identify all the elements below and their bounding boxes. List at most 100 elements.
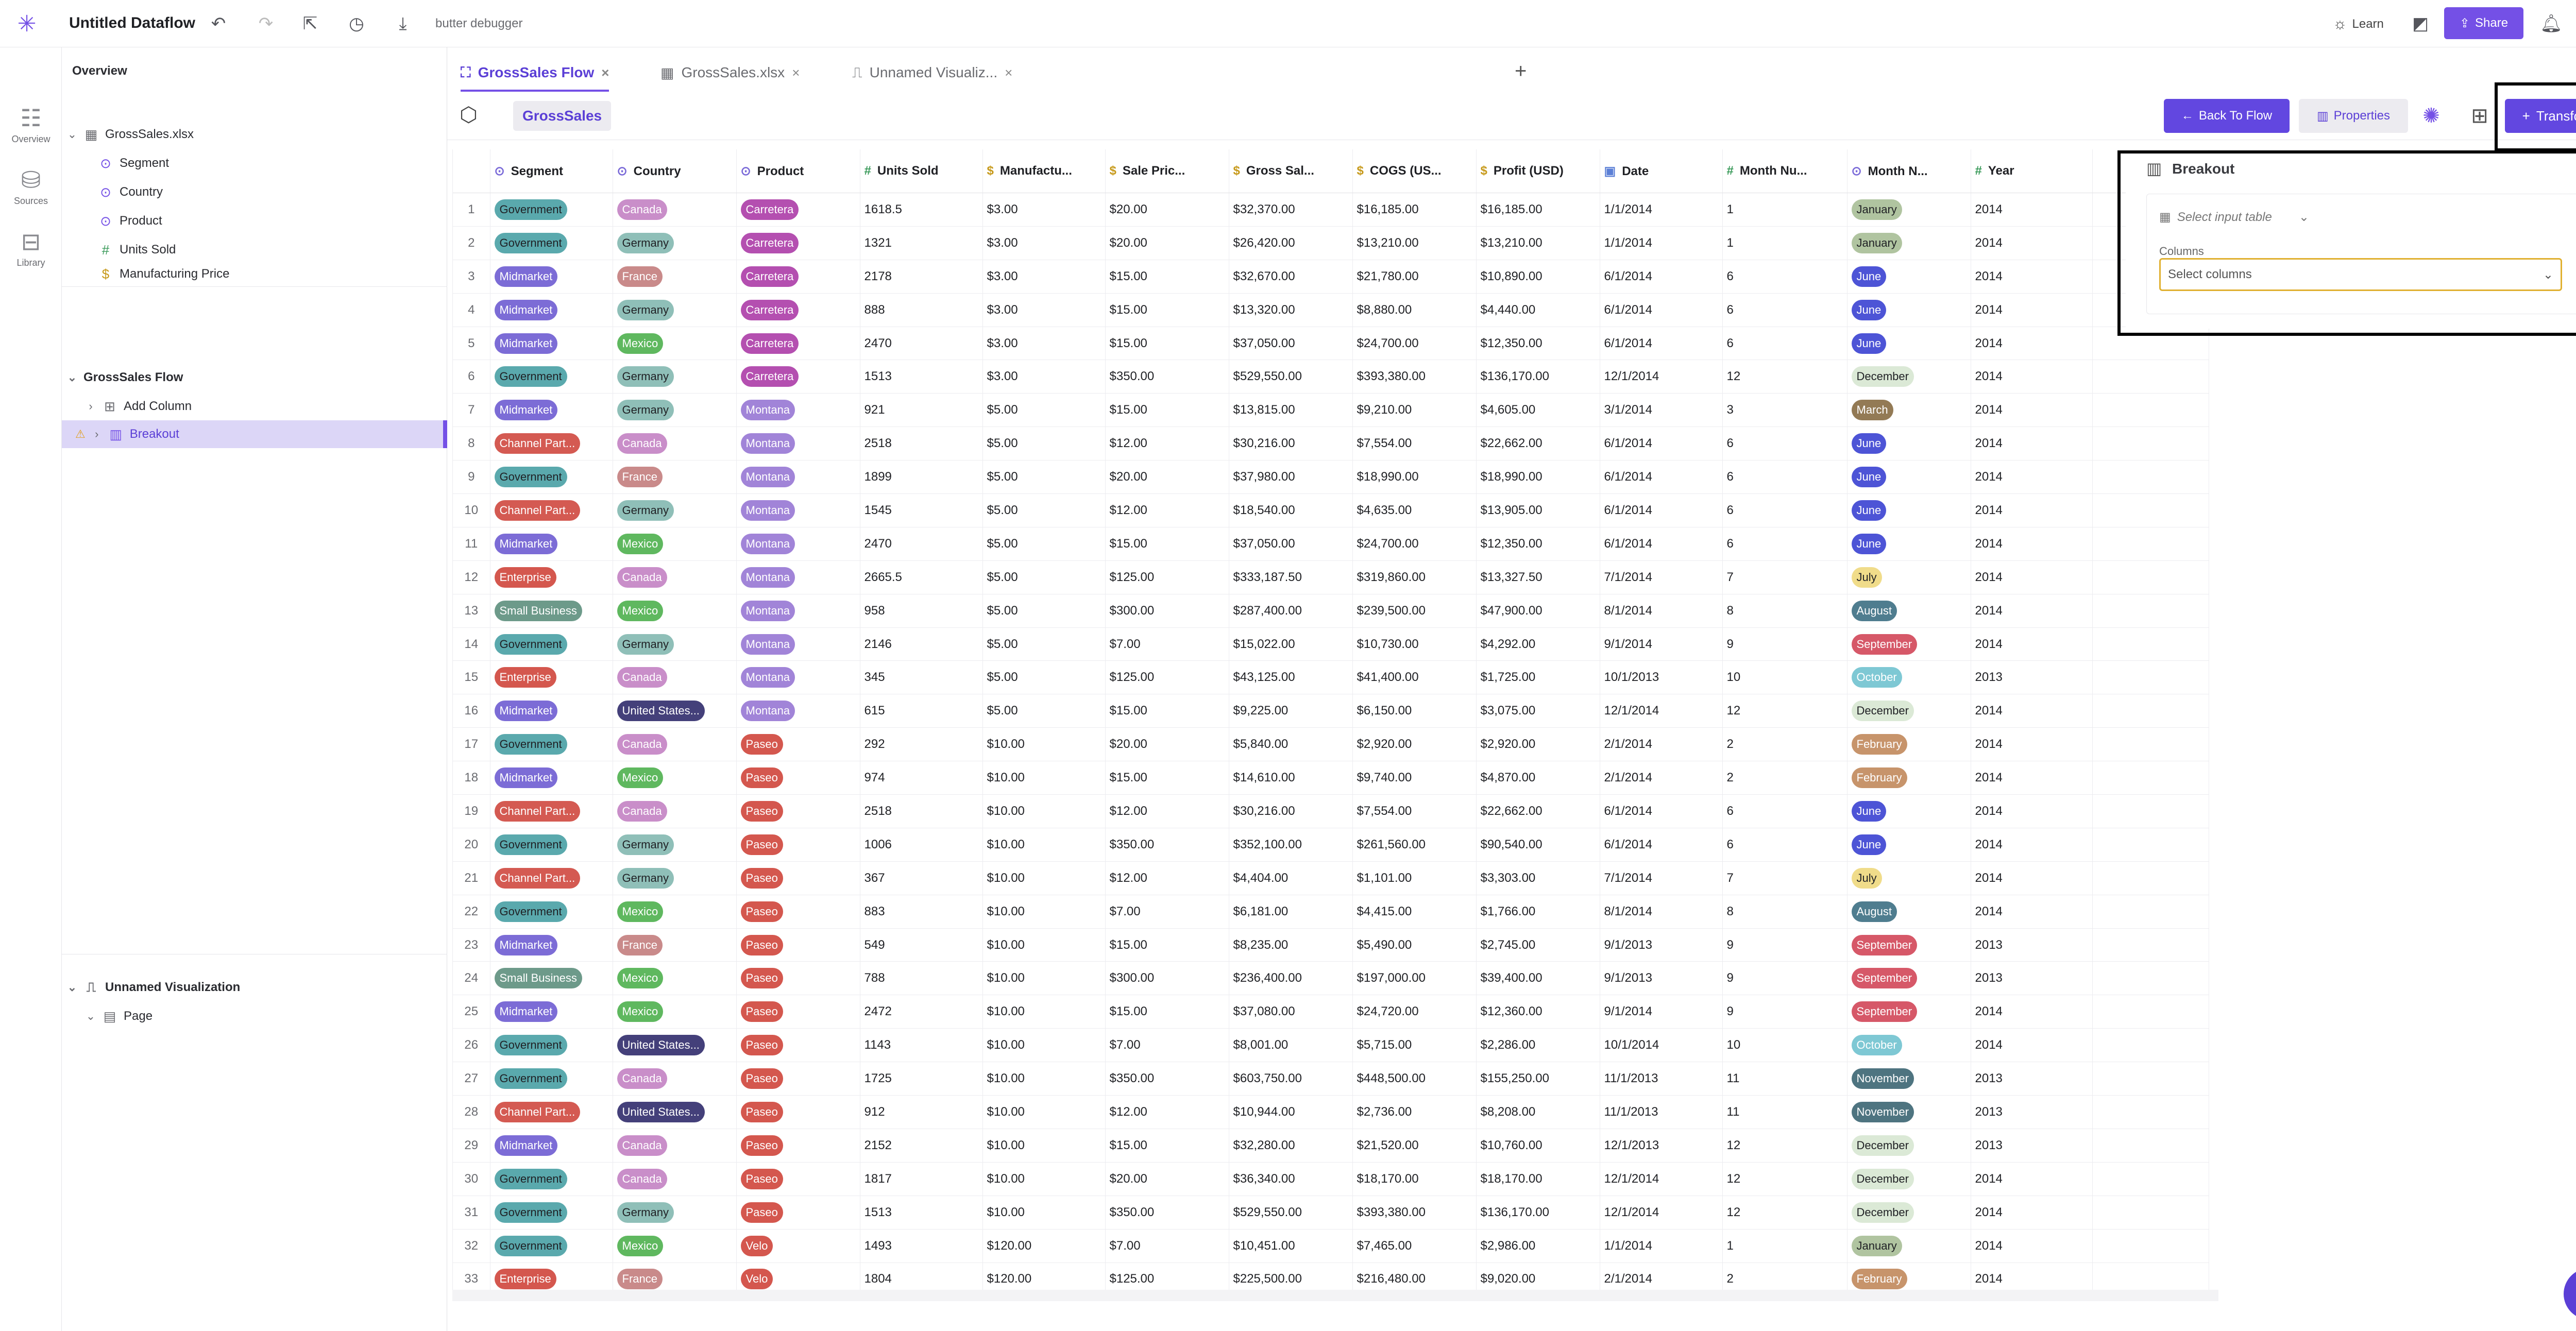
table-cell[interactable]: France — [613, 460, 737, 494]
table-cell[interactable]: 11 — [1722, 1095, 1848, 1129]
table-cell[interactable]: Mexico — [613, 995, 737, 1029]
table-cell[interactable]: $9,225.00 — [1229, 694, 1353, 728]
table-cell[interactable]: 12 — [1722, 1162, 1848, 1196]
tree-column[interactable]: ⊙ Segment — [98, 149, 169, 177]
table-cell[interactable]: Canada — [613, 727, 737, 762]
table-cell[interactable]: Montana — [736, 393, 860, 428]
table-cell[interactable]: $14,610.00 — [1229, 761, 1353, 795]
table-cell[interactable]: $1,766.00 — [1476, 895, 1600, 929]
table-cell[interactable]: 11/1/2013 — [1600, 1095, 1723, 1129]
table-cell[interactable]: December — [1847, 1129, 1971, 1163]
table-cell[interactable]: $197,000.00 — [1352, 961, 1477, 996]
table-cell[interactable]: 2014 — [1971, 627, 2093, 661]
table-cell[interactable]: 9 — [1722, 928, 1848, 962]
table-cell[interactable]: Montana — [736, 694, 860, 728]
table-cell[interactable]: 10/1/2014 — [1600, 1028, 1723, 1063]
table-cell[interactable]: Montana — [736, 594, 860, 628]
table-cell[interactable]: $20.00 — [1105, 1162, 1229, 1196]
table-cell[interactable]: June — [1847, 460, 1971, 494]
table-row[interactable]: 15 Enterprise Canada Montana 345 $5.00 $125.00… — [453, 660, 2209, 695]
table-cell[interactable]: 9/1/2014 — [1600, 627, 1723, 661]
table-cell[interactable]: $120.00 — [982, 1262, 1106, 1290]
learn-button[interactable]: ☼ Learn — [2333, 15, 2384, 33]
table-cell[interactable]: $30,216.00 — [1229, 426, 1353, 461]
table-cell[interactable]: $5.00 — [982, 460, 1106, 494]
table-cell[interactable]: 974 — [860, 761, 983, 795]
table-row[interactable]: 8 Channel Part... Canada Montana 2518 $5.00 $1… — [453, 426, 2209, 461]
table-cell[interactable]: Carretera — [736, 193, 860, 227]
column-header[interactable]: # Year — [1971, 149, 2093, 193]
table-cell[interactable]: 2014 — [1971, 727, 2093, 762]
bell-icon[interactable]: 🔔︎ — [2540, 14, 2563, 33]
table-cell[interactable]: 2013 — [1971, 1062, 2093, 1096]
table-cell[interactable]: $15.00 — [1105, 393, 1229, 428]
table-cell[interactable]: $12.00 — [1105, 794, 1229, 828]
row-number[interactable]: 10 — [453, 493, 490, 527]
table-cell[interactable]: 2014 — [1971, 594, 2093, 628]
table-cell[interactable]: $603,750.00 — [1229, 1062, 1353, 1096]
table-cell[interactable]: $9,210.00 — [1352, 393, 1477, 428]
row-number[interactable]: 22 — [453, 895, 490, 929]
table-cell[interactable]: $225,500.00 — [1229, 1262, 1353, 1290]
table-row[interactable]: 24 Small Business Mexico Paseo 788 $10.00 $300… — [453, 961, 2209, 996]
table-cell[interactable]: $21,520.00 — [1352, 1129, 1477, 1163]
table-cell[interactable]: $12,350.00 — [1476, 327, 1600, 361]
table-cell[interactable]: $18,170.00 — [1352, 1162, 1477, 1196]
table-row[interactable]: 16 Midmarket United States... Montana 615 $5.… — [453, 694, 2209, 728]
undo-icon[interactable]: ↶ — [211, 14, 226, 33]
table-cell[interactable]: 8/1/2014 — [1600, 895, 1723, 929]
table-cell[interactable]: $3.00 — [982, 293, 1106, 327]
table-row[interactable]: 14 Government Germany Montana 2146 $5.00 $7.00… — [453, 627, 2209, 661]
table-cell[interactable]: 11 — [1722, 1062, 1848, 1096]
table-cell[interactable]: 1493 — [860, 1229, 983, 1263]
table-cell[interactable]: Government — [490, 1162, 613, 1196]
redo-icon[interactable]: ↷ — [258, 14, 274, 33]
table-cell[interactable]: 2470 — [860, 527, 983, 561]
table-cell[interactable]: 10 — [1722, 1028, 1848, 1063]
table-cell[interactable]: 2/1/2014 — [1600, 1262, 1723, 1290]
table-cell[interactable]: 1 — [1722, 1229, 1848, 1263]
table-cell[interactable]: Paseo — [736, 828, 860, 862]
tree-step-add-column[interactable]: › ⊞ Add Column — [86, 393, 192, 420]
table-cell[interactable]: December — [1847, 1196, 1971, 1230]
add-tab-icon[interactable]: + — [1515, 60, 1527, 82]
table-cell[interactable]: $12.00 — [1105, 861, 1229, 895]
table-cell[interactable]: $10.00 — [982, 1196, 1106, 1230]
table-cell[interactable]: 2013 — [1971, 1095, 2093, 1129]
table-cell[interactable]: Government — [490, 627, 613, 661]
table-cell[interactable]: Midmarket — [490, 327, 613, 361]
table-cell[interactable]: March — [1847, 393, 1971, 428]
table-cell[interactable]: 9/1/2013 — [1600, 928, 1723, 962]
table-cell[interactable]: Mexico — [613, 895, 737, 929]
table-cell[interactable]: $20.00 — [1105, 727, 1229, 762]
table-cell[interactable]: 12/1/2014 — [1600, 694, 1723, 728]
table-cell[interactable]: 12/1/2013 — [1600, 1129, 1723, 1163]
table-cell[interactable]: Mexico — [613, 594, 737, 628]
properties-button[interactable]: ▥ Properties — [2299, 99, 2408, 133]
table-cell[interactable]: 2/1/2014 — [1600, 727, 1723, 762]
tree-source-file[interactable]: ⌄ ▦ GrossSales.xlsx — [67, 121, 194, 148]
table-cell[interactable]: 2178 — [860, 260, 983, 294]
table-cell[interactable]: Montana — [736, 460, 860, 494]
row-number[interactable]: 7 — [453, 393, 490, 428]
table-cell[interactable]: $300.00 — [1105, 594, 1229, 628]
table-cell[interactable]: August — [1847, 895, 1971, 929]
table-cell[interactable]: $10.00 — [982, 895, 1106, 929]
table-cell[interactable]: 292 — [860, 727, 983, 762]
table-cell[interactable]: $10.00 — [982, 1028, 1106, 1063]
table-cell[interactable]: $5.00 — [982, 694, 1106, 728]
table-cell[interactable]: August — [1847, 594, 1971, 628]
table-cell[interactable]: Canada — [613, 660, 737, 695]
table-cell[interactable]: $8,235.00 — [1229, 928, 1353, 962]
table-row[interactable]: 2 Government Germany Carretera 1321 $3.00 $20.… — [453, 226, 2209, 260]
table-row[interactable]: 28 Channel Part... United States... Paseo 91… — [453, 1095, 2209, 1129]
table-cell[interactable]: $15.00 — [1105, 761, 1229, 795]
table-cell[interactable]: Government — [490, 193, 613, 227]
table-cell[interactable]: Paseo — [736, 861, 860, 895]
row-number[interactable]: 20 — [453, 828, 490, 862]
table-cell[interactable]: Germany — [613, 828, 737, 862]
table-cell[interactable]: $9,020.00 — [1476, 1262, 1600, 1290]
table-cell[interactable]: $16,185.00 — [1476, 193, 1600, 227]
table-row[interactable]: 20 Government Germany Paseo 1006 $10.00 $350.0… — [453, 828, 2209, 862]
table-cell[interactable]: 1513 — [860, 360, 983, 394]
